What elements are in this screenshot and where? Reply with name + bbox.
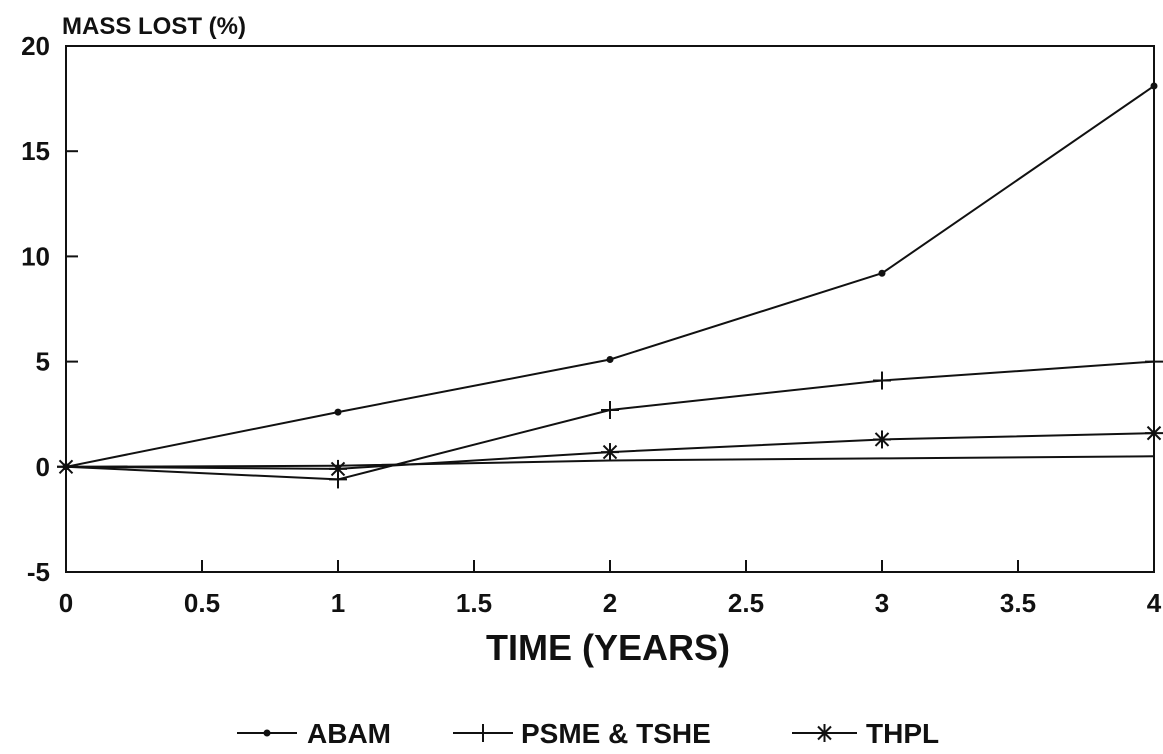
data-point [601,443,619,462]
legend-marker [815,724,834,742]
x-tick-label: 2 [603,588,617,618]
y-tick-label: -5 [27,557,50,587]
data-point [873,430,891,449]
data-point [606,355,614,363]
data-point [878,269,886,277]
y-tick-label: 20 [21,31,50,61]
legend-marker [263,729,271,737]
y-ticks: -5 0 5 10 15 20 [21,31,78,587]
y-tick-label: 0 [36,452,50,482]
data-point [601,400,619,419]
x-tick-label: 0.5 [184,588,220,618]
plot-frame [65,45,1155,573]
x-tick-label: 3.5 [1000,588,1036,618]
data-point [1145,424,1163,443]
series-line-psme-tshe [65,360,1155,481]
legend-item: PSME & TSHE [453,718,711,749]
x-tick-label: 4 [1147,588,1162,618]
data-point [334,408,342,416]
legend: ABAM PSME & TSHE THPL [237,718,939,749]
y-tick-label: 15 [21,136,50,166]
legend-label: ABAM [307,718,391,749]
x-ticks: 0 0.5 1 1.5 2 2.5 3 3.5 4 [59,560,1162,618]
x-tick-label: 3 [875,588,889,618]
legend-item: ABAM [237,718,391,749]
legend-marker [474,724,492,742]
y-tick-label: 5 [36,347,50,377]
data-point [1150,82,1158,90]
x-tick-label: 0 [59,588,73,618]
y-tick-label: 10 [21,241,50,271]
data-point [329,459,347,478]
data-point [873,371,891,390]
data-point [57,457,75,476]
legend-label: THPL [866,718,939,749]
x-tick-label: 1 [331,588,345,618]
data-point [1145,352,1163,371]
series-lines [65,85,1155,481]
x-tick-label: 2.5 [728,588,764,618]
legend-item: THPL [792,718,939,749]
y-axis-title: MASS LOST (%) [62,13,246,40]
x-tick-label: 1.5 [456,588,492,618]
series-markers [57,82,1163,489]
legend-label: PSME & TSHE [521,718,711,749]
x-axis-title: TIME (YEARS) [486,627,730,668]
